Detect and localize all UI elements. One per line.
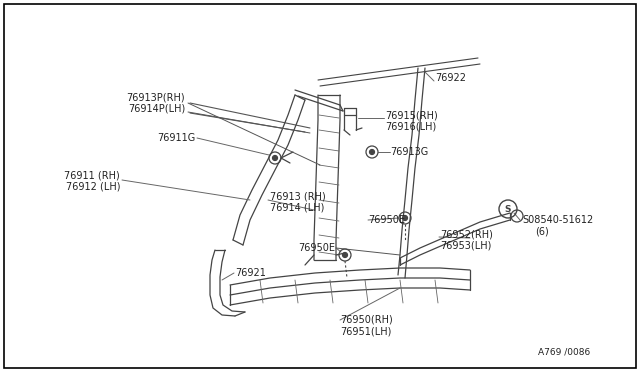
Text: 76953(LH): 76953(LH) (440, 240, 492, 250)
Text: 76913G: 76913G (390, 147, 428, 157)
Text: 76914 (LH): 76914 (LH) (270, 202, 324, 212)
Text: 76915(RH): 76915(RH) (385, 110, 438, 120)
Text: 76922: 76922 (435, 73, 466, 83)
Text: 76951(LH): 76951(LH) (340, 326, 392, 336)
Text: 76913P(RH): 76913P(RH) (126, 92, 185, 102)
Text: 76911 (RH): 76911 (RH) (64, 170, 120, 180)
Text: A769 /0086: A769 /0086 (538, 347, 590, 356)
Circle shape (403, 215, 408, 221)
Text: 76950E: 76950E (298, 243, 335, 253)
Text: 76952(RH): 76952(RH) (440, 229, 493, 239)
Circle shape (342, 253, 348, 257)
Text: S08540-51612: S08540-51612 (522, 215, 593, 225)
Text: 76921: 76921 (235, 268, 266, 278)
Text: S: S (505, 205, 511, 214)
Text: 76911G: 76911G (157, 133, 195, 143)
Text: 76913 (RH): 76913 (RH) (270, 191, 326, 201)
Text: 76950(RH): 76950(RH) (340, 315, 393, 325)
Text: 76916(LH): 76916(LH) (385, 121, 436, 131)
Text: 76912 (LH): 76912 (LH) (65, 181, 120, 191)
Text: 76950E: 76950E (368, 215, 405, 225)
Text: 76914P(LH): 76914P(LH) (128, 103, 185, 113)
Circle shape (273, 155, 278, 160)
Text: (6): (6) (535, 226, 548, 236)
Circle shape (369, 150, 374, 154)
